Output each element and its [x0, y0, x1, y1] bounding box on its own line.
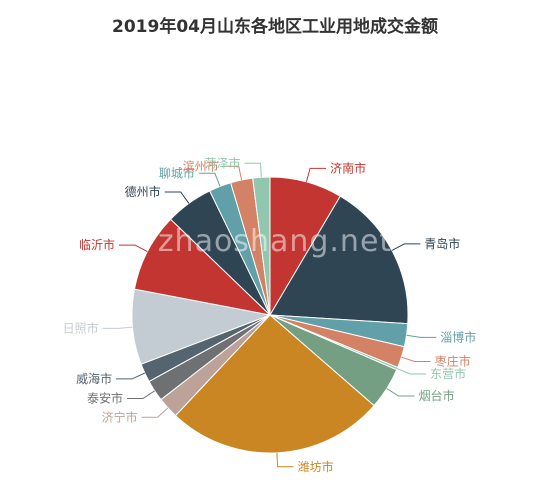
leader-line: [164, 191, 190, 204]
chart-title: 2019年04月山东各地区工业用地成交金额: [112, 17, 438, 37]
leader-line: [198, 172, 221, 187]
slice-label: 青岛市: [424, 236, 460, 251]
leader-line: [127, 390, 155, 399]
slice-label: 菏泽市: [204, 155, 240, 170]
slice-label: 济南市: [330, 160, 366, 175]
slice-label: 淄博市: [440, 329, 476, 344]
slice-label: 泰安市: [87, 391, 123, 406]
slice-潍坊市[interactable]: [174, 314, 375, 454]
slice-临沂市[interactable]: [133, 218, 272, 316]
leader-line: [116, 372, 146, 380]
leader-line: [244, 162, 262, 178]
slice-label: 临沂市: [79, 237, 115, 252]
slice-label: 德州市: [125, 184, 161, 199]
leader-line: [401, 356, 431, 362]
slice-label: 聊城市: [159, 165, 195, 180]
leader-line: [119, 244, 148, 253]
leader-line: [102, 326, 133, 329]
slice-label: 潍坊市: [298, 459, 334, 474]
slice-label: 滨州市: [183, 158, 219, 173]
slice-青岛市[interactable]: [269, 195, 409, 325]
leader-line: [406, 334, 437, 338]
slice-label: 威海市: [76, 371, 112, 386]
slice-label: 东营市: [430, 366, 466, 381]
slice-label: 烟台市: [419, 388, 455, 403]
slice-label: 济宁市: [102, 409, 138, 424]
leader-line: [305, 167, 327, 183]
leader-line: [222, 165, 243, 181]
leader-line: [386, 388, 415, 397]
slice-label: 日照市: [63, 320, 99, 335]
pie-slices: [131, 176, 409, 454]
leader-line: [276, 452, 294, 468]
watermark: zhaoshang.net: [157, 224, 393, 259]
leader-line: [397, 368, 427, 375]
slice-label: 枣庄市: [435, 354, 471, 369]
leader-line: [391, 243, 421, 251]
leader-line: [141, 407, 169, 418]
